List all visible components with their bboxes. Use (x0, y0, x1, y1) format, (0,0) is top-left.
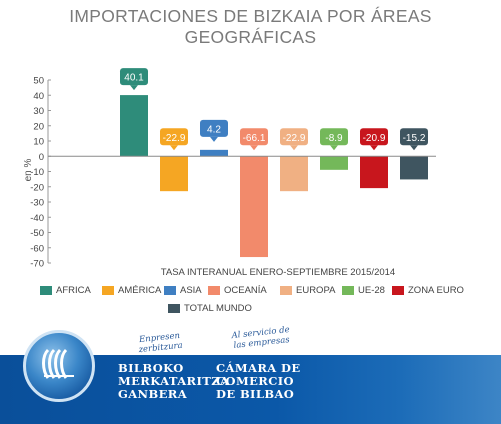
legend-item-africa: AFRICA (40, 285, 91, 296)
data-label-américa: -22.9 (160, 128, 188, 151)
bar-asia (200, 149, 228, 157)
data-label-box (200, 119, 228, 137)
data-label-pointer (370, 145, 378, 151)
data-label-zona euro: -20.9 (360, 128, 388, 151)
basque-name-line-1: BILBOKO (118, 361, 184, 375)
legend-label: AFRICA (56, 285, 91, 296)
legend-label: TOTAL MUNDO (184, 303, 252, 314)
bar-oceanía (240, 156, 268, 258)
legend-swatch (392, 286, 404, 295)
bar-ue-28 (320, 156, 348, 170)
data-label-ue-28: -8.9 (320, 128, 348, 151)
y-tick-label: -10 (30, 167, 44, 178)
legend-swatch (208, 286, 220, 295)
data-label-text: -20.9 (363, 133, 386, 144)
data-label-box (240, 128, 268, 146)
legend-label: ZONA EURO (408, 285, 464, 296)
y-tick-label: -50 (30, 228, 44, 239)
y-tick-label: 40 (33, 91, 44, 102)
chamber-logo-icon (23, 330, 95, 402)
data-label-pointer (210, 136, 218, 142)
chamber-name-spanish: CÁMARA DE COMERCIO DE BILBAO (216, 362, 301, 401)
legend-swatch (280, 286, 292, 295)
bar-chart: en % 50 40 30 20 10 0 -10 -20 -30 -40 -50 -60 -70 40.1… (23, 68, 436, 278)
data-label-asia: 4.2 (200, 119, 228, 142)
legend-item-ue-28: UE-28 (342, 285, 385, 296)
y-tick-label: -40 (30, 213, 44, 224)
chamber-name-basque: BILBOKO MERKATARITZA GANBERA (118, 362, 229, 401)
data-label-text: 40.1 (124, 73, 144, 84)
legend-item-zona euro: ZONA EURO (392, 285, 464, 296)
chart-title-line-1: IMPORTACIONES DE BIZKAIA POR ÁREAS (69, 6, 432, 26)
legend-label: OCEANÍA (224, 285, 267, 296)
legend-item-europa: EUROPA (280, 285, 335, 296)
legend-item-asia: ASIA (164, 285, 202, 296)
data-label-box (360, 128, 388, 146)
data-label-text: -22.9 (283, 133, 306, 144)
spanish-name-line-2: COMERCIO (216, 374, 294, 388)
legend-label: UE-28 (358, 285, 385, 296)
spanish-name-line-3: DE BILBAO (216, 387, 295, 401)
basque-name-line-3: GANBERA (118, 387, 188, 401)
data-label-box (320, 128, 348, 146)
legend-item-total mundo: TOTAL MUNDO (168, 303, 252, 314)
data-label-text: -15.2 (403, 133, 426, 144)
y-tick-label: -70 (30, 259, 44, 270)
spanish-name-line-1: CÁMARA DE (216, 361, 301, 375)
bar-europa (280, 156, 308, 192)
chart-title-line-2: GEOGRÁFICAS (184, 27, 317, 47)
data-label-text: 4.2 (207, 124, 221, 135)
data-label-africa: 40.1 (120, 68, 148, 91)
legend-item-oceanía: OCEANÍA (208, 285, 267, 296)
legend-label: AMÉRICA (118, 285, 162, 296)
legend-label: EUROPA (296, 285, 336, 296)
data-label-oceanía: -66.1 (240, 128, 268, 151)
data-label-pointer (410, 145, 418, 151)
data-label-text: -66.1 (243, 133, 266, 144)
y-tick-label: -60 (30, 243, 44, 254)
data-label-box (280, 128, 308, 146)
legend-item-américa: AMÉRICA (102, 285, 161, 296)
bar-africa (120, 95, 148, 157)
chamber-logo-mark-icon (42, 348, 74, 379)
y-tick-label: 0 (39, 152, 44, 163)
legend-swatch (40, 286, 52, 295)
basque-name-line-2: MERKATARITZA (118, 374, 230, 388)
data-label-pointer (250, 145, 258, 151)
data-label-pointer (130, 85, 138, 91)
legend-swatch (102, 286, 114, 295)
y-tick-label: 30 (33, 106, 44, 117)
legend-swatch (168, 304, 180, 313)
data-label-box (400, 128, 428, 146)
data-label-pointer (330, 145, 338, 151)
data-label-pointer (290, 145, 298, 151)
x-axis-label: TASA INTERANUAL ENERO-SEPTIEMBRE 2015/20… (161, 267, 395, 278)
y-tick-label: 20 (33, 121, 44, 132)
y-tick-label: -20 (30, 182, 44, 193)
bar-américa (160, 156, 188, 192)
data-label-pointer (170, 145, 178, 151)
data-label-text: -22.9 (163, 133, 186, 144)
data-label-box (160, 128, 188, 146)
data-label-box (120, 68, 148, 86)
data-label-europa: -22.9 (280, 128, 308, 151)
data-label-total mundo: -15.2 (400, 128, 428, 151)
y-tick-label: 50 (33, 76, 44, 87)
bar-zona euro (360, 156, 388, 189)
y-tick-label: 10 (33, 137, 44, 148)
y-tick-label: -30 (30, 198, 44, 209)
chart-title: IMPORTACIONES DE BIZKAIA POR ÁREAS GEOGR… (0, 6, 501, 48)
legend-label: ASIA (180, 285, 202, 296)
y-axis-label: en % (23, 158, 34, 181)
legend-swatch (164, 286, 176, 295)
data-label-text: -8.9 (325, 133, 343, 144)
bar-total mundo (400, 156, 428, 180)
legend-swatch (342, 286, 354, 295)
